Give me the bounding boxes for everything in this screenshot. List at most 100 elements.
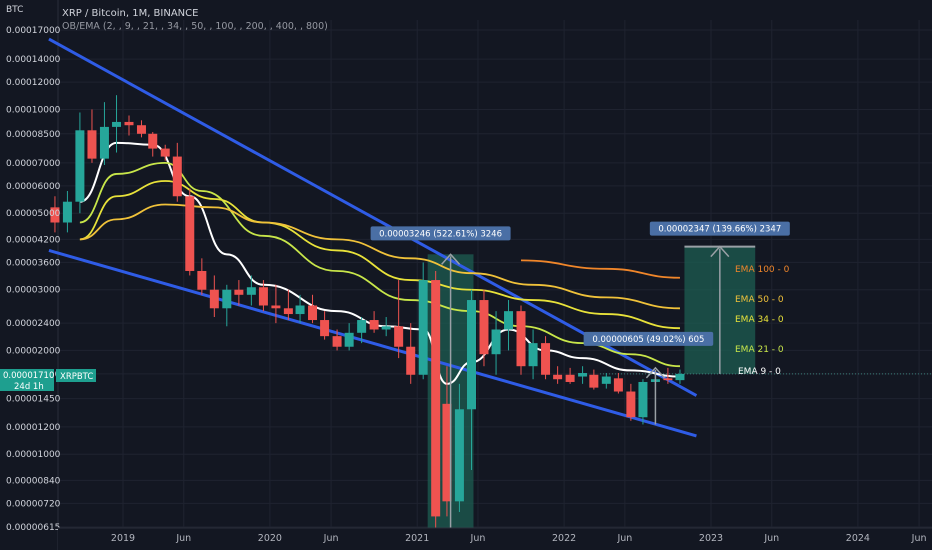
y-tick-label: 0.00002400 [6,319,61,329]
ema-line [520,259,680,279]
countdown-bg [0,380,54,391]
candle-body [418,280,428,375]
candle-body [565,374,575,382]
x-tick-label: Jun [470,533,486,544]
candle-body [663,378,673,381]
candle-body [613,378,623,392]
y-tick-label: 0.00001450 [6,395,61,405]
candle-body [431,280,441,517]
y-tick-label: 0.00000615 [6,523,60,533]
x-tick-label: Jun [323,533,339,544]
measure-label-bg [583,331,714,346]
candle-body [491,329,501,355]
candle-body [578,373,588,377]
y-tick-label: 0.00010000 [6,105,61,115]
candle-body [394,326,404,347]
y-axis[interactable]: 0.00017000 0.00014000 0.00012000 0.00010000… [6,26,61,533]
chart-title: XRP / Bitcoin, 1M, BINANCE [62,8,198,19]
x-tick-label: Jun [616,533,632,544]
candle-body [271,305,281,309]
y-tick-label: 0.00005000 [6,209,61,219]
y-tick-label: 0.00008500 [6,130,61,140]
measure-annotations[interactable]: 0.00003246 (522.61%) 3246 0.00000605 (49.… [370,221,790,529]
candle-body [442,403,452,502]
ema-label: EMA 34 - 0 [735,315,784,325]
x-tick-label: Jun [763,533,779,544]
candle-body [246,287,256,295]
candle-body [466,300,476,410]
x-axis-bg [58,528,932,550]
candle-body [283,308,293,315]
measure-label-bg [370,226,511,241]
x-tick-label: 2024 [846,533,870,544]
candle-body [528,343,538,367]
candle-body [99,126,109,159]
candle-body [160,148,170,157]
y-tick-label: 0.00006000 [6,182,61,192]
candle-body [638,381,648,418]
candle-body [369,320,379,330]
candle-body [332,336,342,347]
ema-labels: EMA 9 - 0 EMA 21 - 0 EMA 34 - 0 EMA 50 - 0 E… [735,265,790,377]
ema-label: EMA 9 - 0 [738,367,781,377]
x-tick-label: 2023 [699,533,723,544]
current-price: 0.00001710 [3,371,54,381]
candle-body [234,289,244,295]
candle-body [320,320,330,337]
y-tick-label: 0.00002000 [6,346,61,356]
x-tick-label: 2020 [258,533,282,544]
candle-body [295,305,305,315]
candle-body [75,130,85,202]
candle-body [344,332,354,347]
grid [57,0,932,550]
x-tick-label: Jun [175,533,191,544]
candle-body [136,125,146,134]
candle-countdown: 24d 1h [14,382,44,392]
y-tick-label: 0.00014000 [6,55,61,65]
candle-body [112,121,122,127]
indicator-label: OB/EMA (2, , 9, , 21, , 34, , 50, , 100,… [62,21,328,32]
measure-label: 0.00003246 (522.61%) 3246 [379,229,502,239]
candle-body [308,305,318,321]
y-tick-label: 0.00000840 [6,476,61,486]
y-tick-label: 0.00000720 [6,499,61,509]
projection-label-bg [649,221,790,236]
candle-body [172,156,182,197]
currency-label: BTC [6,5,23,15]
price-tag-bg [0,369,54,380]
x-axis[interactable]: 2019 Jun 2020 Jun 2021 Jun 2022 Jun 2023 Jun 2024 J… [58,527,932,550]
y-tick-label: 0.00012000 [6,78,61,88]
candle-body [589,374,599,388]
candle-body [553,374,563,380]
projection-label: 0.00002347 (139.66%) 2347 [658,225,781,235]
candle-body [185,196,195,271]
measure-arrow-head [441,253,461,265]
y-tick-label: 0.00004200 [6,235,61,245]
candle-body [541,343,551,375]
ema-line [79,203,680,310]
ema-line [79,161,680,368]
candle-body [148,133,158,149]
price-tag[interactable]: 0.00001710 24d 1h XRPBTC [0,369,96,392]
ema-label: EMA 21 - 0 [735,345,784,355]
y-tick-label: 0.00001000 [6,450,61,460]
measure-label: 0.00000605 (49.02%) 605 [592,335,704,345]
candle-body [516,311,526,367]
candle-body [626,391,636,418]
ema-line [79,180,680,330]
candle-body [87,130,97,159]
candle-body [357,320,367,333]
candles [50,95,685,529]
y-tick-label: 0.00003600 [6,258,61,268]
candle-body [454,409,464,502]
x-tick-label: 2022 [552,533,576,544]
x-tick-label: 2019 [111,533,135,544]
x-tick-label: 2021 [405,533,429,544]
candle-body [406,346,416,375]
candle-body [675,373,685,381]
candle-body [479,300,489,355]
y-tick-label: 0.00017000 [6,26,61,36]
trendline [48,248,697,438]
